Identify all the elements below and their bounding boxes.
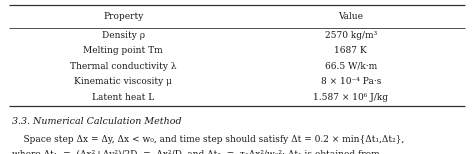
Text: Value: Value (338, 12, 363, 21)
Text: 1687 K: 1687 K (334, 46, 367, 55)
Text: where Δt₁  =  (Δx²+Δy²)/2D  =  Δx²/D, and Δt₂  =  τ₀Δx²/w₀²; Δt₁ is obtained fro: where Δt₁ = (Δx²+Δy²)/2D = Δx²/D, and Δt… (12, 150, 380, 154)
Text: Space step Δx = Δy, Δx < w₀, and time step should satisfy Δt = 0.2 × min{Δt₁,Δt₂: Space step Δx = Δy, Δx < w₀, and time st… (12, 135, 404, 144)
Text: Density ρ: Density ρ (102, 31, 145, 40)
Text: 2570 kg/m³: 2570 kg/m³ (325, 31, 377, 40)
Text: 1.587 × 10⁶ J/kg: 1.587 × 10⁶ J/kg (313, 93, 388, 101)
Text: Melting point Tm: Melting point Tm (83, 46, 163, 55)
Text: Kinematic viscosity μ: Kinematic viscosity μ (74, 77, 172, 86)
Text: 66.5 W/k·m: 66.5 W/k·m (325, 62, 377, 71)
Text: 3.3. Numerical Calculation Method: 3.3. Numerical Calculation Method (12, 117, 182, 126)
Text: Property: Property (103, 12, 144, 21)
Text: Thermal conductivity λ: Thermal conductivity λ (70, 62, 176, 71)
Text: 8 × 10⁻⁴ Pa·s: 8 × 10⁻⁴ Pa·s (320, 77, 381, 86)
Text: Latent heat L: Latent heat L (92, 93, 155, 101)
